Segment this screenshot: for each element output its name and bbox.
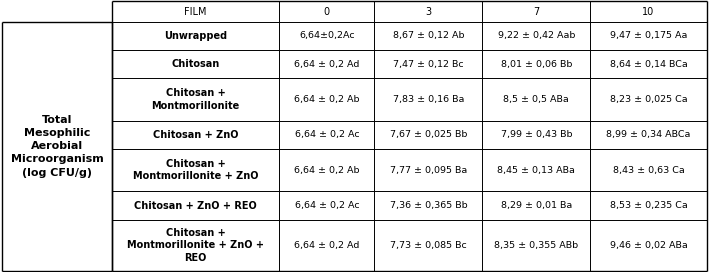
Text: 9,47 ± 0,175 Aa: 9,47 ± 0,175 Aa [610,31,687,40]
Text: 7,77 ± 0,095 Ba: 7,77 ± 0,095 Ba [390,166,467,175]
Text: 8,99 ± 0,34 ABCa: 8,99 ± 0,34 ABCa [606,130,691,139]
Text: 7,83 ± 0,16 Ba: 7,83 ± 0,16 Ba [393,95,464,104]
Text: Chitosan +
Montmorillonite + ZnO +
REO: Chitosan + Montmorillonite + ZnO + REO [127,228,264,262]
Text: 7,36 ± 0,365 Bb: 7,36 ± 0,365 Bb [389,201,467,210]
Text: 6,64 ± 0,2 Ad: 6,64 ± 0,2 Ad [294,241,359,250]
Text: 8,35 ± 0,355 ABb: 8,35 ± 0,355 ABb [494,241,579,250]
Text: 8,23 ± 0,025 Ca: 8,23 ± 0,025 Ca [610,95,688,104]
Text: 7,47 ± 0,12 Bc: 7,47 ± 0,12 Bc [393,60,464,69]
Text: Total
Mesophilic
Aerobial
Microorganism
(log CFU/g): Total Mesophilic Aerobial Microorganism … [11,115,104,178]
Text: 0: 0 [324,7,330,17]
Text: Chitosan + ZnO: Chitosan + ZnO [153,130,238,140]
Text: 8,29 ± 0,01 Ba: 8,29 ± 0,01 Ba [501,201,572,210]
Text: 6,64±0,2Ac: 6,64±0,2Ac [299,31,354,40]
Text: Chitosan +
Montmorillonite + ZnO: Chitosan + Montmorillonite + ZnO [133,159,259,181]
Text: 6,64 ± 0,2 Ad: 6,64 ± 0,2 Ad [294,60,359,69]
Text: 7,73 ± 0,085 Bc: 7,73 ± 0,085 Bc [390,241,467,250]
Text: 8,5 ± 0,5 ABa: 8,5 ± 0,5 ABa [503,95,569,104]
Text: Chitosan + ZnO + REO: Chitosan + ZnO + REO [134,200,257,211]
Text: 8,53 ± 0,235 Ca: 8,53 ± 0,235 Ca [610,201,688,210]
Text: FILM: FILM [184,7,207,17]
Text: 9,46 ± 0,02 ABa: 9,46 ± 0,02 ABa [610,241,688,250]
Text: Unwrapped: Unwrapped [164,31,228,41]
Text: Chitosan +
Montmorillonite: Chitosan + Montmorillonite [152,88,240,111]
Text: 7,67 ± 0,025 Bb: 7,67 ± 0,025 Bb [390,130,467,139]
Text: Chitosan: Chitosan [172,59,220,69]
Text: 8,01 ± 0,06 Bb: 8,01 ± 0,06 Bb [501,60,572,69]
Text: 6,64 ± 0,2 Ab: 6,64 ± 0,2 Ab [294,95,359,104]
Text: 6,64 ± 0,2 Ac: 6,64 ± 0,2 Ac [294,130,359,139]
Text: 8,64 ± 0,14 BCa: 8,64 ± 0,14 BCa [610,60,688,69]
Text: 6,64 ± 0,2 Ac: 6,64 ± 0,2 Ac [294,201,359,210]
Text: 10: 10 [642,7,654,17]
Text: 8,43 ± 0,63 Ca: 8,43 ± 0,63 Ca [613,166,684,175]
Text: 6,64 ± 0,2 Ab: 6,64 ± 0,2 Ab [294,166,359,175]
Text: 8,45 ± 0,13 ABa: 8,45 ± 0,13 ABa [497,166,575,175]
Text: 9,22 ± 0,42 Aab: 9,22 ± 0,42 Aab [498,31,575,40]
Text: 8,67 ± 0,12 Ab: 8,67 ± 0,12 Ab [393,31,464,40]
Text: 7: 7 [533,7,540,17]
Text: 3: 3 [425,7,431,17]
Text: 7,99 ± 0,43 Bb: 7,99 ± 0,43 Bb [501,130,572,139]
